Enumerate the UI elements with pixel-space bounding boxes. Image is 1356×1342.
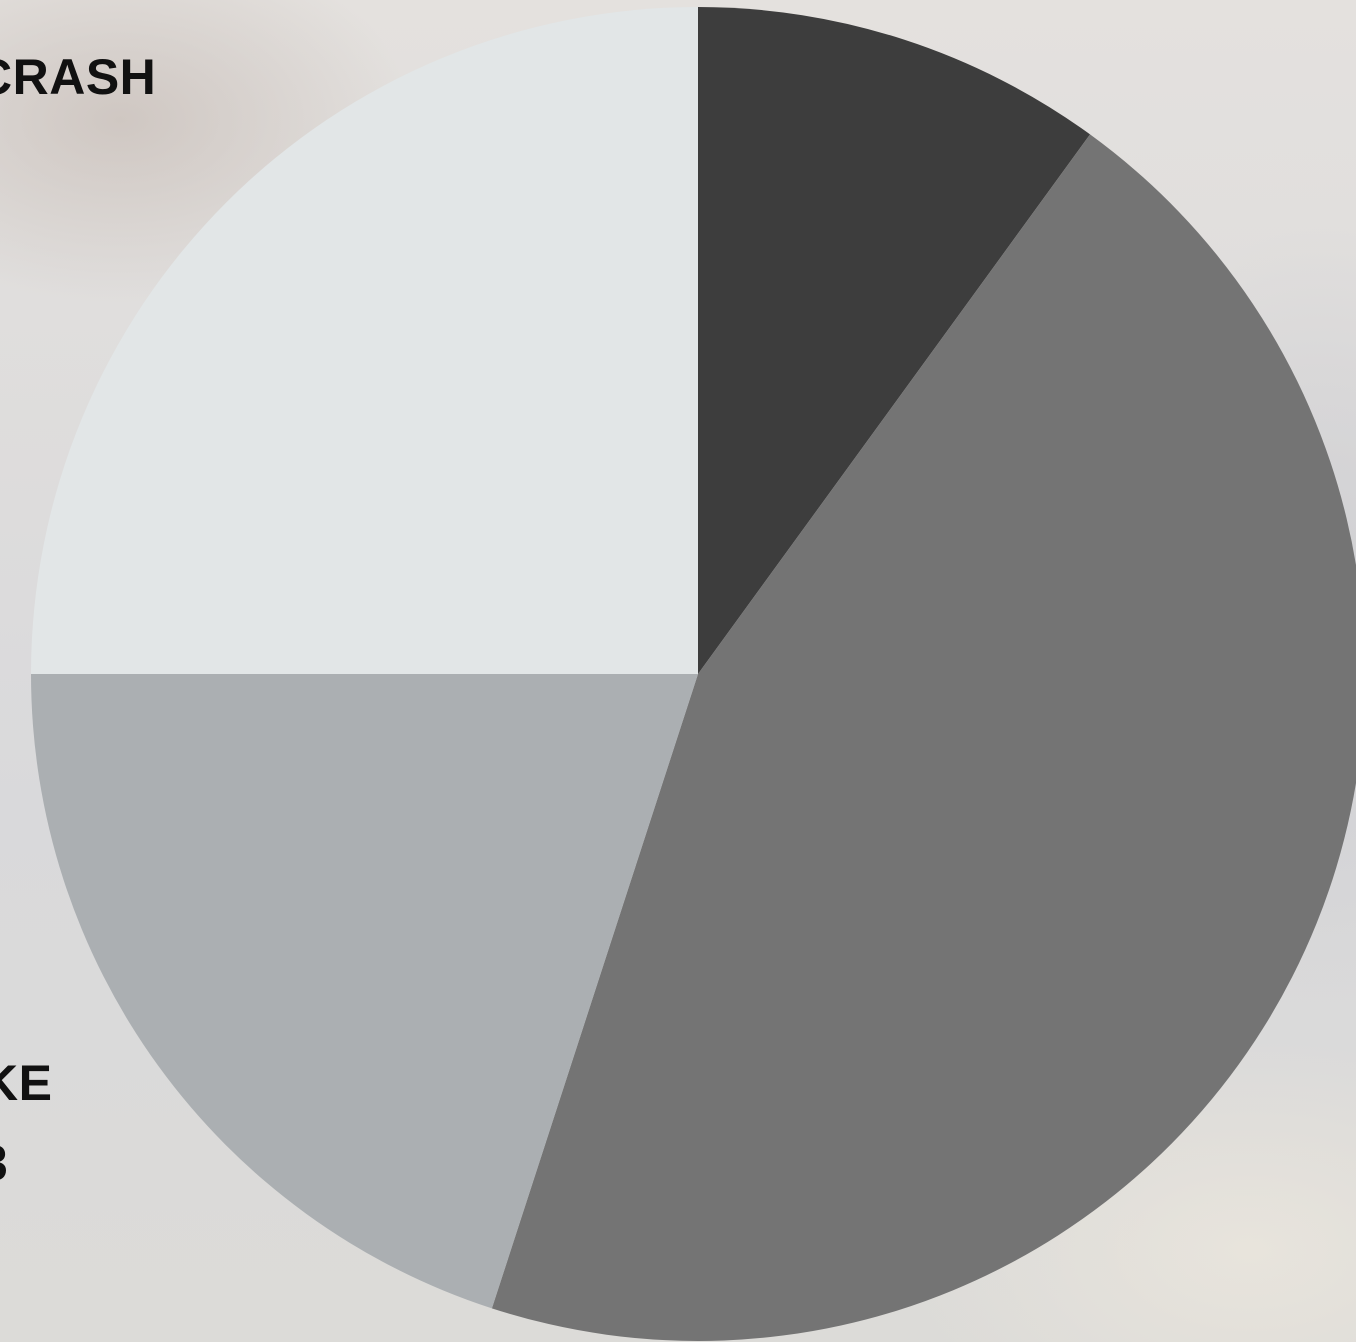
- pie-slice-4: [31, 7, 698, 674]
- pie-slice-1: [698, 7, 1091, 674]
- pie-slice-2: [491, 134, 1356, 1341]
- label-3: 3: [0, 1138, 8, 1188]
- label-crash: CRASH: [0, 49, 157, 105]
- pie-slice-3: [31, 674, 698, 1309]
- label-ke: KE: [0, 1055, 53, 1111]
